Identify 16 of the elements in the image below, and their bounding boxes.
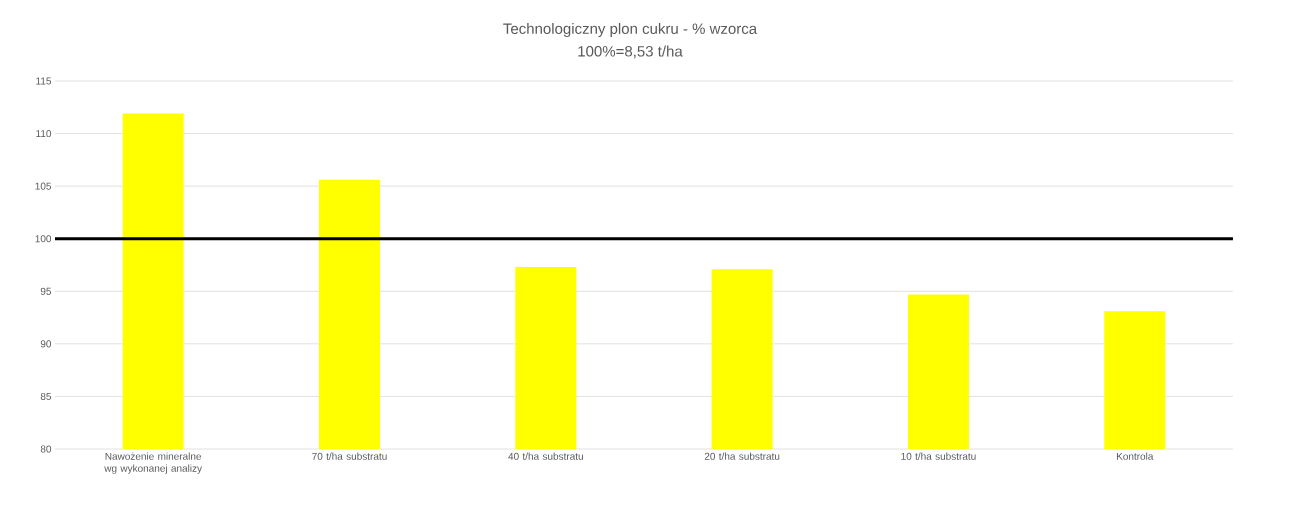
y-tick-label: 90 xyxy=(40,340,52,348)
y-tick-label: 85 xyxy=(40,392,52,400)
chart-subtitle: 100%=8,53 t/ha xyxy=(578,45,683,59)
x-tick-label: 70 t/ha substratu xyxy=(312,452,387,460)
y-tick-label: 115 xyxy=(36,77,52,85)
x-tick-label: Nawożenie mineralne wg wykonanej analizy xyxy=(104,452,203,474)
y-tick-label: 110 xyxy=(36,130,52,138)
chart-title: Technologiczny plon cukru - % wzorca xyxy=(503,23,758,37)
x-tick-label: 10 t/ha substratu xyxy=(901,452,976,460)
y-tick-label: 80 xyxy=(40,445,52,453)
x-tick-label: 20 t/ha substratu xyxy=(704,452,780,460)
x-tick-label: Kontrola xyxy=(1116,452,1154,460)
x-tick-label: 40 t/ha substratu xyxy=(508,452,583,460)
y-tick-label: 105 xyxy=(35,182,52,190)
y-tick-label: 100 xyxy=(35,235,52,243)
y-tick-label: 95 xyxy=(40,287,52,295)
